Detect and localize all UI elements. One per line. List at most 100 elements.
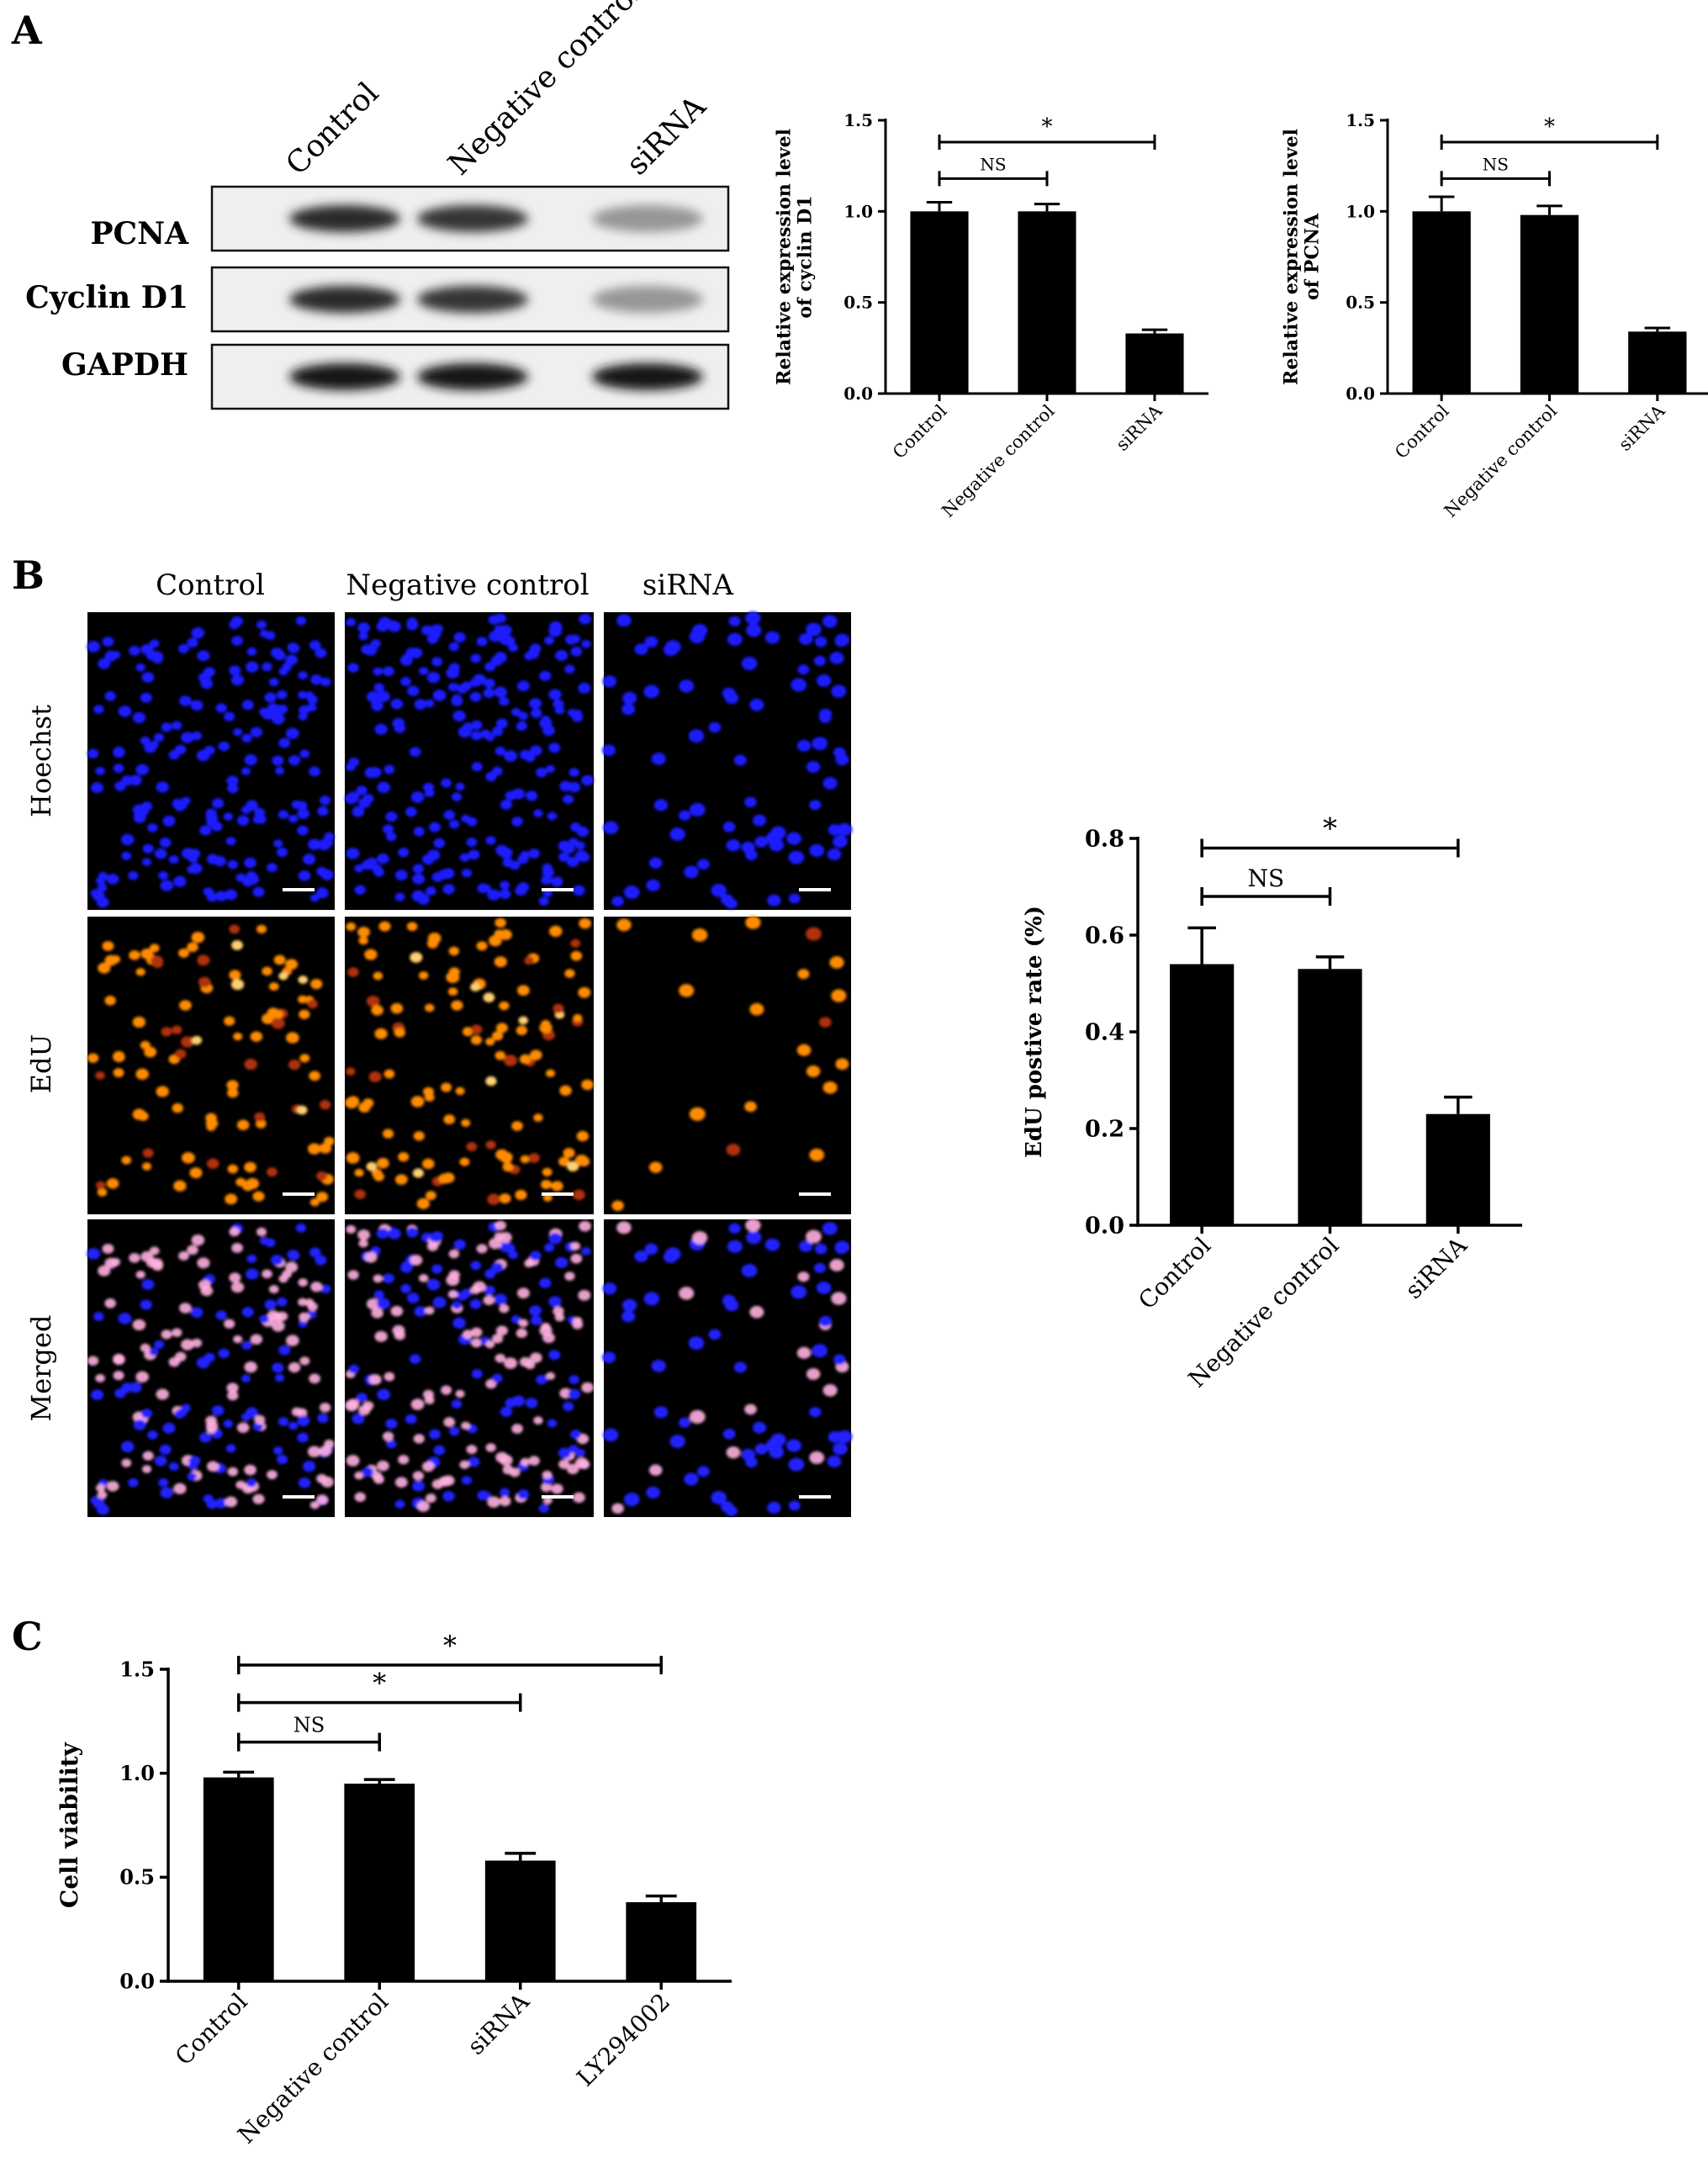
cell-nucleus [520,850,530,859]
micro-col-label-2: siRNA [642,568,734,602]
cell-nucleus [446,667,460,679]
y-tick-label: 0.2 [1085,1116,1124,1142]
cell-merged [386,1439,397,1449]
cell-nucleus [276,690,288,700]
cell-edu [371,1168,383,1178]
cell-nucleus [267,863,278,873]
cell-nucleus [483,688,495,699]
cell-merged [278,1417,289,1426]
cell-merged [664,1247,681,1261]
micro-col-label-0: Control [156,568,265,602]
cell-merged [298,1478,311,1488]
cell-merged [446,1274,460,1287]
cell-merged [459,1460,470,1469]
cell-merged [356,1393,368,1403]
cell-merged [621,1310,636,1323]
cell-edu [346,1096,360,1108]
cell-merged [551,1483,563,1494]
cell-edu [378,921,391,932]
cell-nucleus [211,798,225,809]
cell-nucleus [149,740,159,749]
cell-nucleus [490,655,504,666]
micro-row-label-edu: EdU [25,1034,57,1094]
cell-merged [536,1374,547,1385]
cell-merged [441,1385,452,1395]
cell-merged [233,1335,243,1344]
cell-edu [230,979,245,991]
cell-edu [358,936,368,945]
cell-nucleus [368,767,382,778]
cell-nucleus [529,745,542,756]
cell-edu [191,932,205,944]
cell-nucleus [470,653,482,663]
cell-merged [320,1403,331,1413]
cell-merged [93,1498,105,1509]
cell-merged [494,1232,505,1241]
cell-nucleus [310,674,323,685]
cell-edu [485,1037,495,1046]
blot-band [592,286,703,313]
cell-merged [140,1299,152,1310]
cell-edu [324,1136,335,1146]
cell-merged [752,1421,767,1434]
cell-nucleus [309,640,321,651]
bar [1125,333,1184,394]
cell-edu [382,1129,394,1139]
cell-nucleus [813,655,826,666]
scale-bar [542,888,574,891]
cell-merged [346,1398,360,1410]
cell-edu [262,966,272,976]
cell-nucleus [518,711,528,721]
cell-merged [425,1494,436,1503]
cell-nucleus [602,744,616,757]
cell-merged [135,1270,145,1279]
cell-merged [621,1298,637,1312]
cell-nucleus [246,647,257,656]
cell-edu [495,1023,508,1034]
cell-merged [181,1339,194,1351]
cell-merged [227,1390,239,1401]
cell-edu [461,1118,471,1127]
cell-merged [406,1227,419,1238]
cell-merged [346,1224,357,1234]
cell-merged [113,1371,124,1381]
cell-nucleus [405,806,417,817]
cell-merged [555,1256,568,1268]
blot-row-label-gapdh: GAPDH [61,347,188,383]
cell-nucleus [570,822,581,833]
cell-merged [406,1293,420,1303]
cell-merged [113,1353,125,1364]
cell-nucleus [307,838,321,850]
cell-nucleus [547,812,558,821]
cell-merged [426,1241,439,1251]
cell-edu [679,984,695,997]
cell-nucleus [530,708,542,718]
cell-merged [307,1302,318,1312]
cell-merged [299,1312,310,1322]
cell-merged [309,1373,321,1384]
cell-merged [448,1249,460,1259]
x-tick-label: Control [1391,400,1453,463]
cell-nucleus [648,857,663,869]
micro-cells [345,917,594,1209]
chart-edu-positive-rate: 0.0 0.2 0.4 0.6 0.8 EdU postive rate (%) Contr… [1022,812,1522,1393]
cell-merged [91,1389,104,1400]
cell-merged [298,1278,309,1287]
bar [1520,214,1579,394]
cell-edu [451,1000,463,1011]
cell-merged [93,1312,104,1321]
cell-merged [354,1471,364,1480]
significance-label: NS [293,1714,325,1737]
cell-nucleus [383,764,395,775]
cell-merged [827,1455,842,1468]
cell-nucleus [508,643,519,653]
cell-edu [132,1016,146,1028]
cell-nucleus [568,781,581,793]
cell-nucleus [551,876,563,887]
cell-merged [831,1292,847,1305]
cell-merged [611,1503,624,1514]
cell-merged [462,1330,473,1340]
cell-nucleus [386,832,397,842]
cell-nucleus [744,796,757,808]
cell-merged [106,1481,119,1492]
